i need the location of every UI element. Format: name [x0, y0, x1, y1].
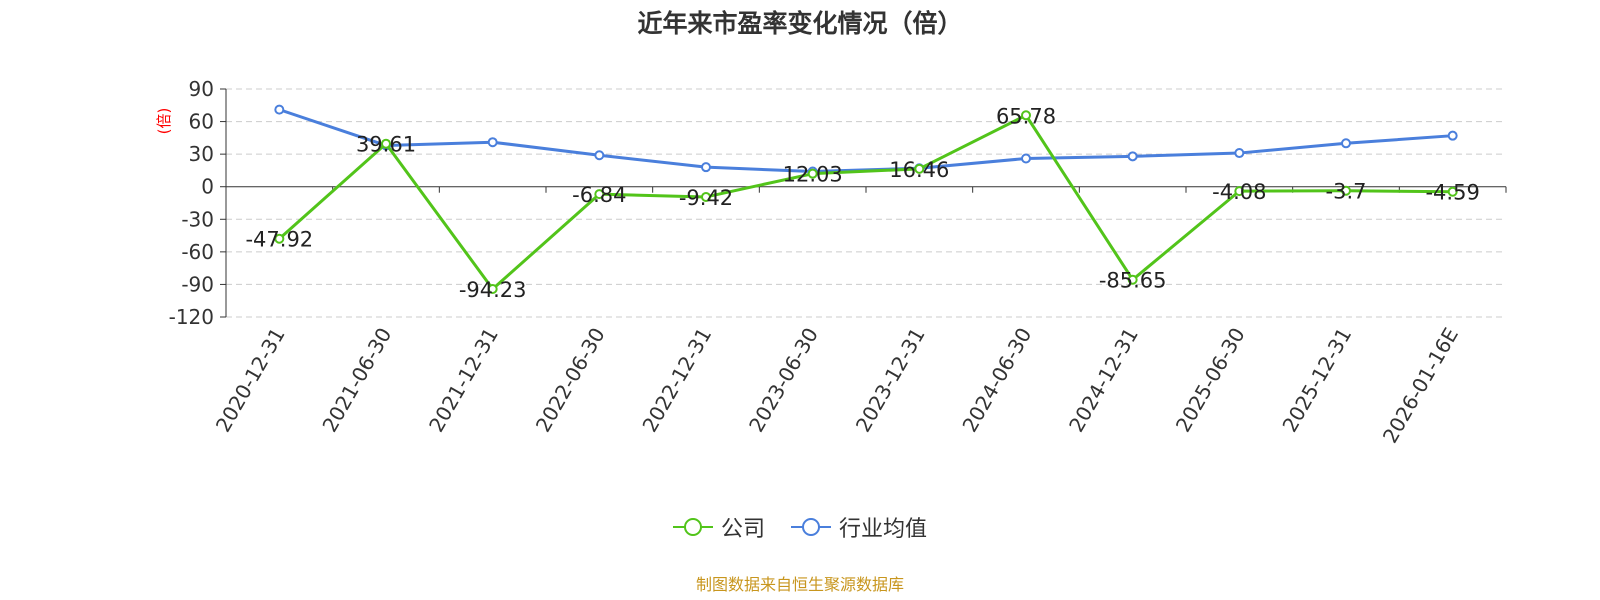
y-tick-label: 0 [201, 175, 214, 199]
legend-item-industry[interactable]: 行业均值 [791, 511, 927, 543]
x-tick-label: 2022-06-30 [531, 324, 610, 437]
data-label: -94.23 [459, 278, 527, 302]
data-label: 65.78 [996, 104, 1056, 128]
x-tick-label: 2024-06-30 [957, 324, 1036, 437]
data-labels: -47.92 39.61 -94.23 -6.84 -9.42 12.03 16.46 65.… [245, 104, 1479, 302]
data-point[interactable] [1127, 151, 1138, 162]
x-tick-label: 2026-01-16E [1378, 324, 1463, 448]
grid-lines [226, 88, 1506, 318]
y-tick-label: 60 [189, 110, 214, 134]
data-point[interactable] [1234, 186, 1245, 197]
x-tick-label: 2021-06-30 [317, 324, 396, 437]
data-label: -85.65 [1099, 269, 1167, 293]
data-point[interactable] [1127, 274, 1138, 285]
data-point[interactable] [1021, 110, 1031, 121]
data-point[interactable] [1447, 130, 1458, 141]
legend-label-company: 公司 [720, 517, 765, 542]
data-point[interactable] [1341, 185, 1351, 196]
x-tick-label: 2023-06-30 [744, 324, 823, 437]
x-tick-label: 2020-12-31 [211, 324, 290, 437]
x-tick-label: 2023-12-31 [851, 323, 930, 436]
data-label: -4.08 [1212, 180, 1266, 204]
chart-title: 近年来市盈率变化情况（倍） [637, 9, 963, 38]
legend-line-circle-icon [672, 518, 713, 536]
data-point[interactable] [487, 284, 498, 295]
x-tick-label: 2025-06-30 [1171, 324, 1250, 437]
y-tick-label: -60 [181, 240, 214, 264]
data-point[interactable] [381, 138, 391, 149]
legend-label-industry: 行业均值 [839, 517, 928, 542]
series-lines [274, 104, 1458, 295]
legend-line-circle-icon [791, 518, 831, 536]
y-axis-label: (倍) [155, 108, 173, 135]
series-line-1 [278, 108, 1453, 174]
data-label: -6.84 [572, 183, 626, 207]
data-point[interactable] [594, 150, 605, 161]
data-point[interactable] [914, 163, 925, 174]
data-point[interactable] [274, 104, 285, 115]
x-tick-label: 2021-12-31 [424, 323, 503, 436]
data-label: 12.03 [783, 163, 843, 187]
data-label: 39.61 [356, 133, 416, 157]
data-point[interactable] [487, 137, 498, 148]
x-tick-label: 2022-12-31 [637, 324, 716, 437]
legend-item-company[interactable]: 公司 [672, 511, 765, 543]
y-tick-label: -30 [181, 207, 214, 231]
data-point[interactable] [807, 168, 818, 179]
legend: 公司 行业均值 [0, 511, 1600, 543]
y-tick-label: 90 [189, 77, 214, 101]
source-note: 制图数据来自恒生聚源数据库 [695, 575, 904, 594]
data-point[interactable] [1021, 153, 1031, 164]
data-point[interactable] [1234, 148, 1245, 159]
data-point[interactable] [1447, 186, 1458, 197]
data-point[interactable] [701, 162, 711, 173]
series-line-0 [278, 113, 1453, 291]
data-label: -4.59 [1425, 181, 1479, 205]
y-tick-label: 30 [189, 142, 214, 166]
data-label: 16.46 [889, 158, 949, 182]
data-point[interactable] [701, 191, 711, 202]
data-label: -9.42 [679, 186, 733, 210]
data-label: -47.92 [245, 228, 313, 252]
y-tick-label: -120 [169, 305, 214, 329]
x-tick-label: 2025-12-31 [1277, 324, 1356, 437]
data-point[interactable] [274, 233, 285, 244]
x-tick-label: 2024-12-31 [1064, 324, 1143, 437]
y-tick-label: -90 [181, 272, 214, 296]
data-point[interactable] [1341, 138, 1351, 149]
data-point[interactable] [594, 189, 605, 200]
data-label: -3.7 [1326, 180, 1367, 204]
